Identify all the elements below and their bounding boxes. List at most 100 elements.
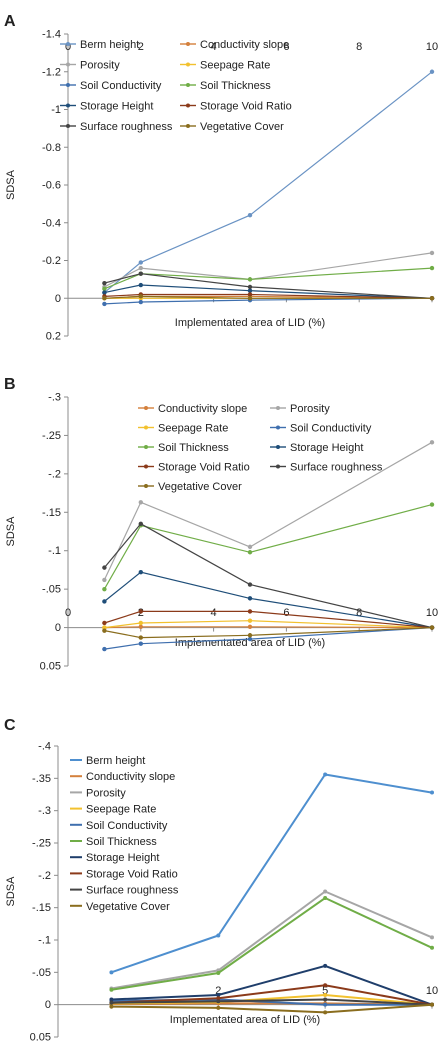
legend-label: Vegetative Cover [158,481,242,493]
legend-item: Conductivity slope [138,403,247,415]
legend-label: Storage Height [80,101,153,113]
series-vegetative-cover [102,294,435,301]
data-point [138,521,143,527]
series-line [104,620,433,629]
x-tick-label: 10 [426,41,438,53]
data-point [216,1005,221,1010]
data-point [323,889,328,894]
legend-label: Soil Thickness [200,80,271,92]
y-tick-label: 0 [55,293,61,305]
legend-item: Conductivity slope [180,39,289,51]
data-point [102,296,107,301]
data-point [109,997,114,1002]
data-point [247,624,253,630]
series-vegetative-cover [109,1002,434,1015]
legend: Berm height Conductivity slope Porosity See… [60,39,292,133]
data-point [138,265,143,271]
legend-marker [276,464,280,469]
x-tick-label: 8 [356,41,362,53]
series-porosity [109,889,434,991]
legend-item: Seepage Rate [70,804,156,816]
legend-marker [186,103,190,108]
y-tick-label: -.25 [32,838,51,850]
data-point [138,260,143,265]
x-tick-label: 4 [211,41,217,53]
y-tick-label: -1 [51,104,61,116]
data-point [102,290,107,295]
legend-label: Storage Height [86,852,159,864]
legend-label: Soil Conductivity [290,423,372,435]
legend-marker [144,425,148,430]
y-tick-label: -.4 [38,741,51,753]
data-point [138,609,143,614]
data-point [430,790,434,795]
data-point [138,635,143,640]
series-soil-thickness [102,502,435,592]
legend-item: Vegetative Cover [138,481,242,493]
data-point [102,577,107,583]
x-tick-label: 4 [211,607,217,619]
data-point [430,1002,434,1007]
data-point [138,624,143,630]
data-point [429,625,435,630]
y-tick-label: -.05 [42,584,61,596]
data-point [247,633,253,638]
data-point [247,288,253,293]
data-point [109,1000,114,1005]
data-point [429,440,435,445]
legend-label: Surface roughness [290,462,383,474]
series-storage-height [102,282,435,301]
data-point [102,280,107,286]
x-tick-label: 2 [215,985,221,997]
data-point [429,502,435,507]
legend-label: Vegetative Cover [200,121,284,133]
series-line [111,773,433,974]
legend-marker [66,103,70,108]
legend-label: Soil Conductivity [80,80,162,92]
data-point [138,620,143,626]
data-point [247,277,253,282]
panel-label: B [4,376,16,393]
legend-marker [66,62,70,67]
x-axis-title: Implementated area of LID (%) [175,317,325,329]
legend-item: Seepage Rate [180,60,270,72]
data-point [102,565,107,570]
legend: Conductivity slope Porosity Seepage Rate So… [138,403,383,493]
data-point [102,620,107,626]
legend-item: Conductivity slope [70,771,175,783]
data-point [138,500,143,505]
legend-marker [66,124,70,128]
legend-label: Vegetative Cover [86,901,170,913]
data-point [216,933,221,938]
y-tick-label: 0 [45,999,51,1011]
data-point [102,625,107,630]
y-tick-label: -0.4 [42,217,61,229]
y-tick-label: -.3 [38,805,51,817]
series-line [104,295,432,299]
legend-label: Surface roughness [80,121,173,133]
y-tick-label: -.15 [32,902,51,914]
series-line [111,890,433,990]
series-porosity [102,250,435,290]
data-point [138,570,143,575]
y-tick-label: -0.2 [42,255,61,267]
y-tick-label: -.25 [42,430,61,442]
legend-item: Storage Void Ratio [138,462,250,474]
legend-item: Porosity [60,60,120,72]
data-point [102,628,107,633]
legend-label: Conductivity slope [86,771,175,783]
legend-marker [276,406,280,410]
data-point [216,999,221,1004]
data-point [247,544,253,550]
series-line [104,284,433,299]
data-point [102,599,107,604]
legend-marker [144,445,148,449]
legend-item: Soil Thickness [138,442,229,454]
data-point [138,271,143,276]
data-point [247,596,253,601]
legend-label: Conductivity slope [200,39,289,51]
legend-label: Berm height [80,39,139,51]
y-tick-label: -.1 [48,545,61,557]
data-point [102,586,107,592]
data-point [323,772,328,777]
